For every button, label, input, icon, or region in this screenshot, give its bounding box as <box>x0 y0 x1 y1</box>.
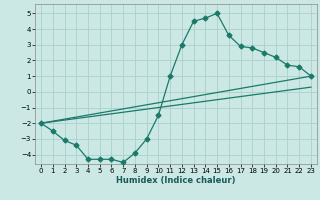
X-axis label: Humidex (Indice chaleur): Humidex (Indice chaleur) <box>116 176 236 185</box>
